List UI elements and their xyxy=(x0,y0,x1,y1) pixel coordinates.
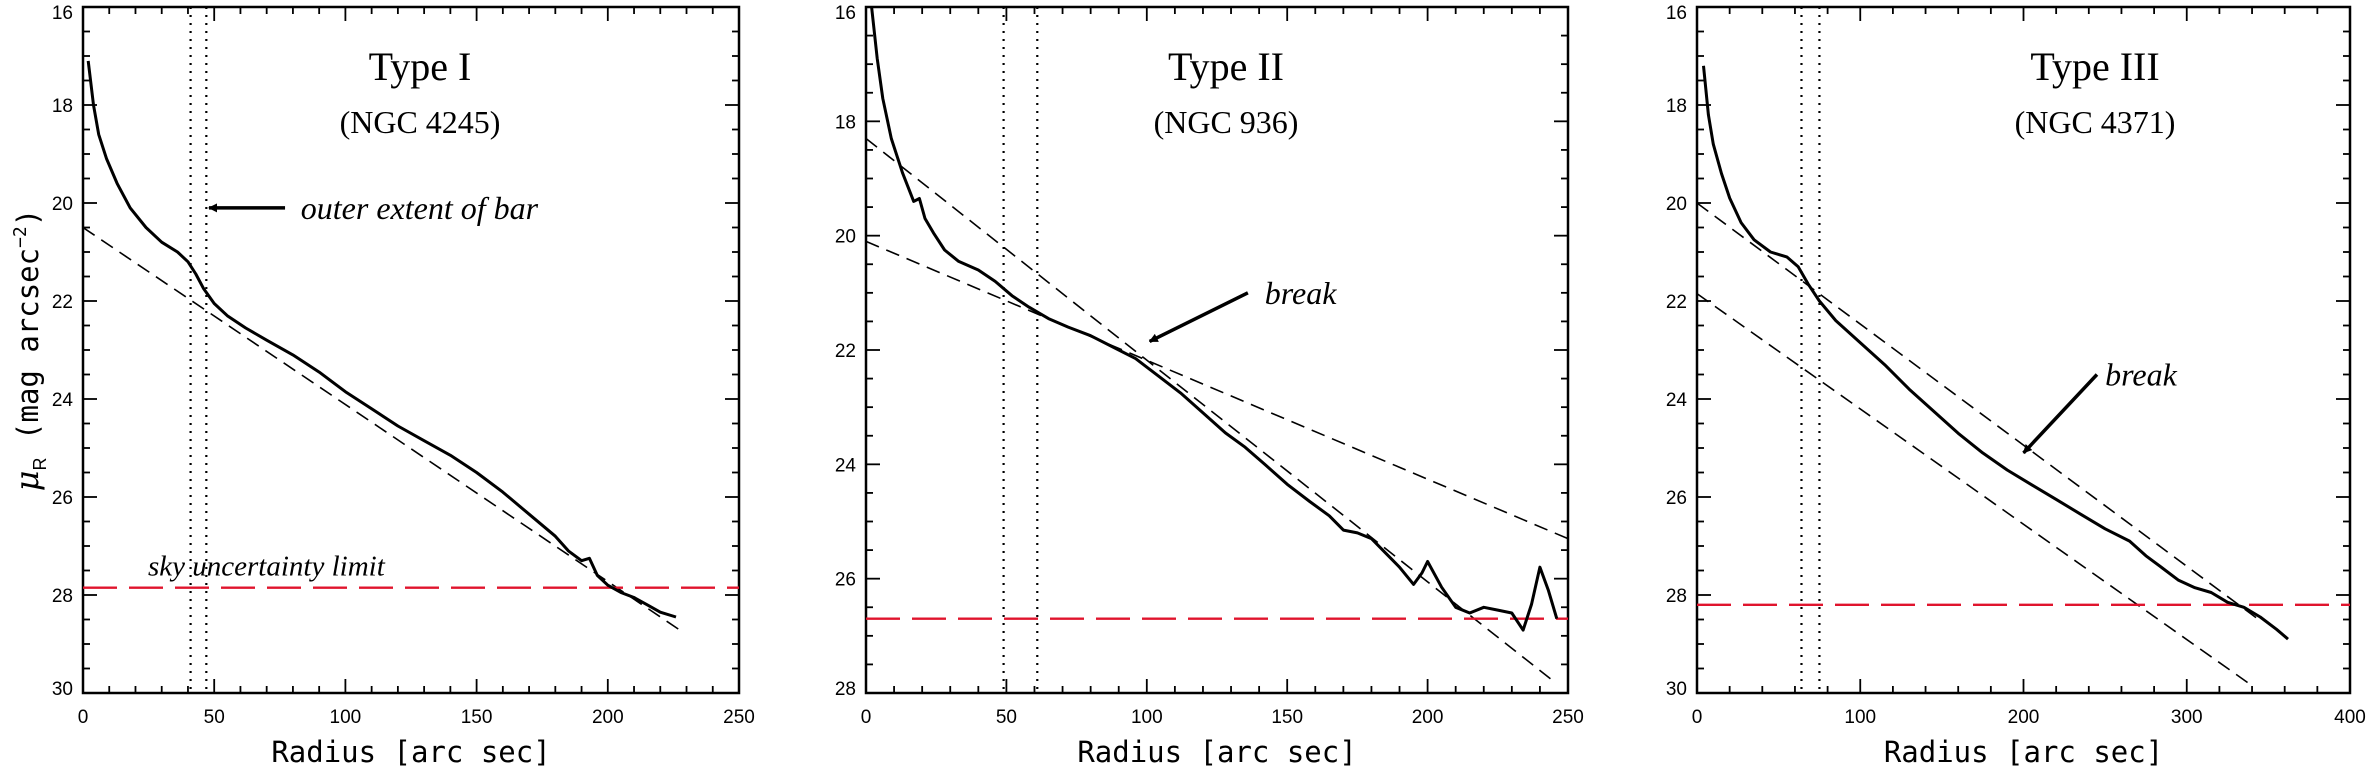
x-axis-title: Radius [arc sec] xyxy=(271,735,550,769)
y-tick-label: 18 xyxy=(835,112,856,133)
x-tick-label: 0 xyxy=(78,707,89,728)
y-tick-label: 24 xyxy=(835,455,857,476)
panel-title: Type I xyxy=(369,44,472,89)
panel-subtitle: (NGC 936) xyxy=(1154,104,1299,140)
y-tick-label: 22 xyxy=(52,292,73,313)
y-tick-label: 30 xyxy=(52,679,73,700)
profile-line xyxy=(86,60,677,619)
plot-area xyxy=(866,7,1568,693)
x-tick-label: 50 xyxy=(204,707,225,728)
y-tick-label: 16 xyxy=(835,3,856,24)
x-tick-label: 50 xyxy=(996,707,1017,728)
panel-3: 0 100 200 300 400 16 18 20 22 24 26 28 30 Radius [arc… xyxy=(1666,3,2366,769)
x-tick-label: 400 xyxy=(2334,707,2366,728)
y-tick-label: 20 xyxy=(835,227,856,248)
y-axis-symbol: μ xyxy=(8,470,46,491)
y-axis-unit: (mag arcsec xyxy=(11,248,45,458)
y-tick-label: 18 xyxy=(52,96,73,117)
y-tick-label: 26 xyxy=(835,570,856,591)
x-tick-label: 250 xyxy=(723,707,755,728)
annotation-arrow xyxy=(1148,291,1249,343)
y-axis-exponent: −2 xyxy=(10,226,31,248)
y-tick-label: 22 xyxy=(1666,292,1687,313)
x-tick-label: 150 xyxy=(1271,707,1303,728)
x-tick-label: 200 xyxy=(592,707,624,728)
y-tick-label: 28 xyxy=(1666,586,1687,607)
y-tick-label: 18 xyxy=(1666,96,1687,117)
x-tick-label: 100 xyxy=(1844,707,1876,728)
x-tick-label: 100 xyxy=(1131,707,1163,728)
x-tick-label: 250 xyxy=(1552,707,1584,728)
profile-line xyxy=(870,7,1559,632)
annotation-label: outer extent of bar xyxy=(301,190,539,226)
x-tick-label: 300 xyxy=(2171,707,2203,728)
exponential-fit-line xyxy=(83,226,680,630)
y-tick-label: 26 xyxy=(52,488,73,509)
y-axis-title: μR (mag arcsec−2) xyxy=(8,209,50,491)
profile-line xyxy=(1702,65,2289,641)
x-axis-title: Radius [arc sec] xyxy=(1077,735,1356,769)
y-tick-label: 24 xyxy=(52,390,74,411)
y-tick-label: 28 xyxy=(52,586,73,607)
y-tick-label: 30 xyxy=(1666,679,1687,700)
annotation-arrow xyxy=(2022,373,2099,455)
sky-limit-label: sky uncertainty limit xyxy=(148,551,386,583)
y-axis-subscript: R xyxy=(30,457,50,470)
y-tick-label: 20 xyxy=(52,194,73,215)
panel-title: Type III xyxy=(2030,44,2159,89)
exponential-fit-line xyxy=(1697,292,2253,687)
plot-area xyxy=(83,7,739,693)
annotation-label: break xyxy=(2105,357,2177,393)
exponential-fit-line xyxy=(866,137,1555,683)
x-tick-label: 200 xyxy=(2008,707,2040,728)
plot-area xyxy=(1697,7,2350,693)
x-axis-title: Radius [arc sec] xyxy=(1884,735,2163,769)
y-tick-label: 16 xyxy=(1666,3,1687,24)
y-tick-label: 20 xyxy=(1666,194,1687,215)
panel-subtitle: (NGC 4371) xyxy=(2015,104,2176,140)
x-tick-label: 100 xyxy=(330,707,362,728)
y-tick-label: 22 xyxy=(835,341,856,362)
panel-subtitle: (NGC 4245) xyxy=(340,104,501,140)
y-tick-label: 24 xyxy=(1666,390,1688,411)
y-axis-close: ) xyxy=(11,209,45,226)
x-tick-label: 0 xyxy=(861,707,872,728)
x-tick-label: 150 xyxy=(461,707,493,728)
y-tick-label: 16 xyxy=(52,3,73,24)
x-tick-label: 200 xyxy=(1412,707,1444,728)
panel-1: 0 50 100 150 200 250 16 18 20 22 24 26 28 30 Radius [a… xyxy=(8,3,755,769)
y-tick-label: 28 xyxy=(835,679,856,700)
panel-2: 0 50 100 150 200 250 16 18 20 22 24 26 28 Radius [arc… xyxy=(835,3,1584,769)
x-tick-label: 0 xyxy=(1692,707,1703,728)
annotation-label: break xyxy=(1265,275,1337,311)
exponential-fit-line xyxy=(866,240,1568,540)
panel-title: Type II xyxy=(1168,44,1284,89)
exponential-fit-line xyxy=(1697,202,2263,623)
y-tick-label: 26 xyxy=(1666,488,1687,509)
